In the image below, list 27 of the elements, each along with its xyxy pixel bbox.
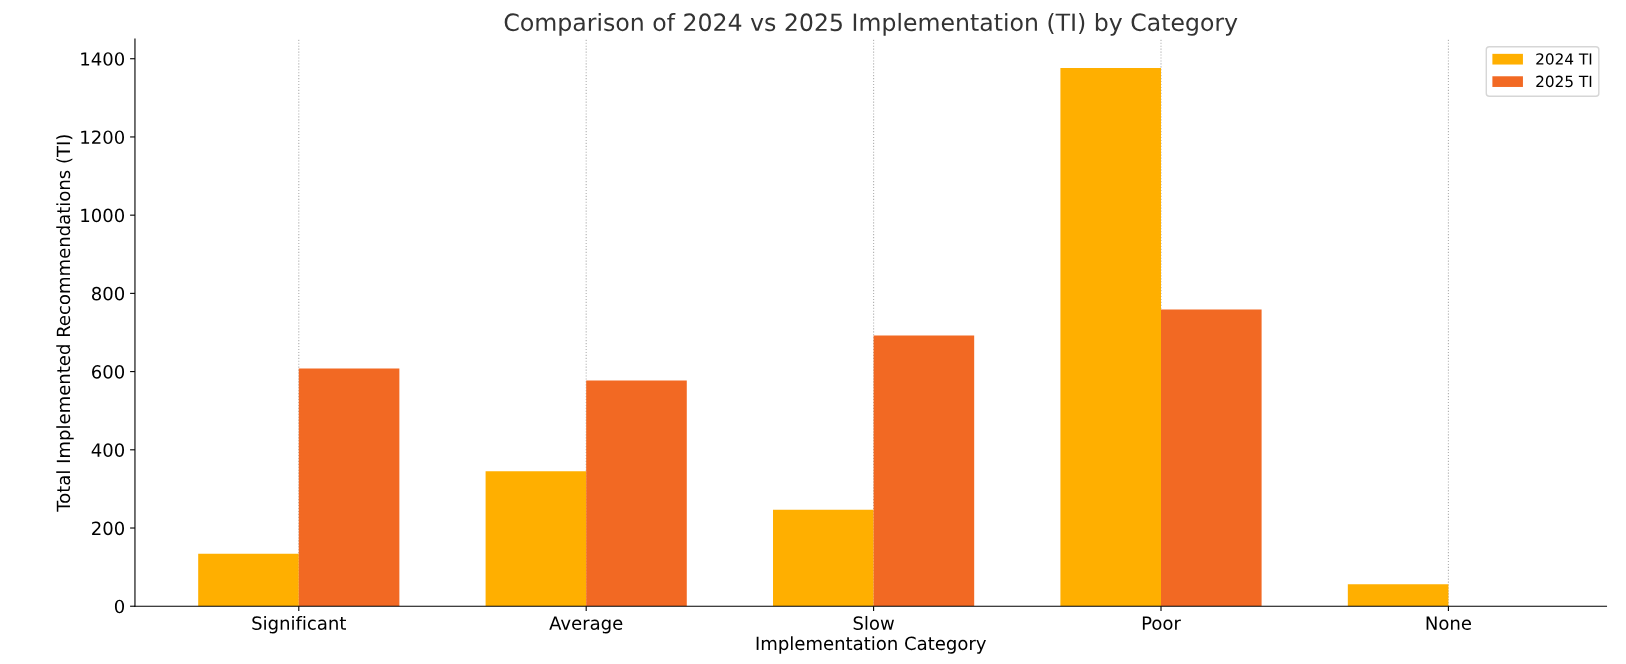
- x-tick-label: Slow: [853, 615, 894, 630]
- y-tick-label: 1400: [81, 52, 125, 66]
- y-tick-label: 400: [91, 443, 125, 457]
- bar: [198, 553, 299, 607]
- bar: [1060, 68, 1162, 607]
- bar: [586, 380, 687, 607]
- bar: [773, 509, 874, 607]
- x-tick-label: None: [1426, 616, 1471, 630]
- y-tick-label: 0: [114, 599, 125, 614]
- y-tick-label: 600: [92, 365, 125, 379]
- x-tick-label: Average: [549, 616, 623, 634]
- bar: [873, 335, 975, 607]
- y-tick-label: 1000: [81, 208, 125, 223]
- y-tick-label: 800: [92, 286, 125, 301]
- x-tick-label: Significant: [252, 615, 346, 634]
- bar: [485, 471, 587, 607]
- bar: [298, 368, 400, 607]
- y-axis-title: Total Implemented Recommendations (TI): [56, 135, 74, 512]
- legend-label: 2025 TI: [1536, 75, 1592, 88]
- legend-label: 2024 TI: [1536, 53, 1592, 65]
- bar: [1161, 309, 1262, 607]
- y-tick-label: 1200: [81, 130, 125, 145]
- x-tick-label: Poor: [1142, 616, 1181, 630]
- x-axis-title: Implementation Category: [756, 636, 986, 654]
- bar: [1347, 584, 1449, 607]
- y-tick-label: 200: [92, 521, 125, 536]
- chart-title: Comparison of 2024 vs 2025 Implementation (TI) by Category: [504, 12, 1238, 36]
